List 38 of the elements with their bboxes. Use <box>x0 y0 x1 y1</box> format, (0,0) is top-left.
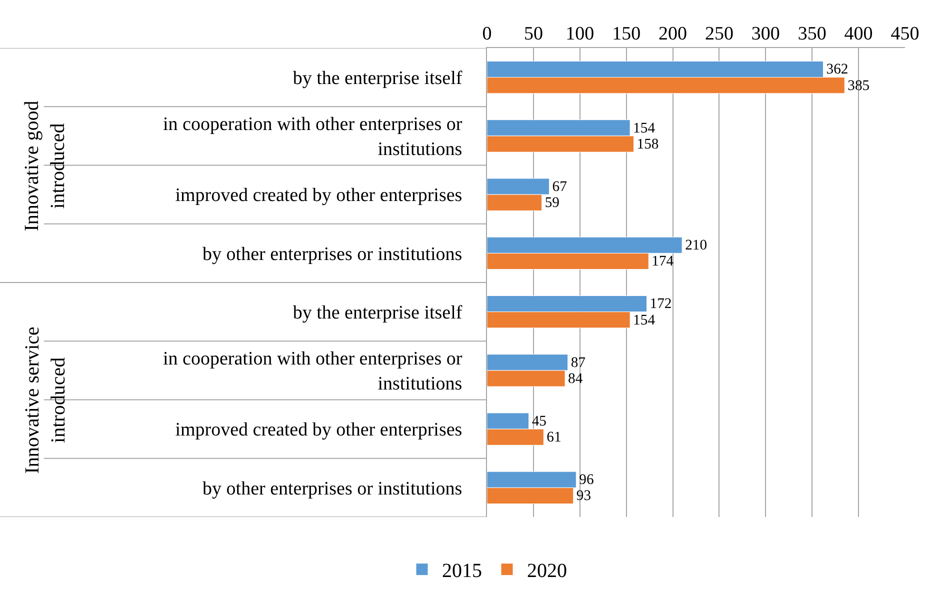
x-tick-label: 150 <box>612 23 641 44</box>
x-tick-label: 50 <box>524 23 543 44</box>
x-tick-label: 200 <box>658 23 688 44</box>
x-tick-label: 450 <box>890 23 920 44</box>
y-tick-label: by other enterprises or institutions <box>202 244 462 265</box>
x-tick-label: 0 <box>482 23 492 44</box>
x-tick-label: 350 <box>798 23 826 44</box>
y-tick-label: improved created by other enterprises <box>175 420 462 441</box>
y-tick-label: in cooperation with other enterprises or institutions <box>163 114 463 160</box>
legend-label: 2020 <box>527 560 567 582</box>
data-label: 154 <box>633 312 656 328</box>
data-label: 59 <box>544 195 560 212</box>
data-label: 84 <box>568 370 584 387</box>
data-label: 61 <box>546 430 562 446</box>
data-label: 67 <box>552 178 567 195</box>
data-label: 362 <box>826 62 848 78</box>
data-label: 93 <box>576 488 592 504</box>
y-tick-label: improved created by other enterprises <box>175 185 462 206</box>
y-tick-label: by other enterprises or institutions <box>202 478 462 500</box>
y-tick-label: by the enterprise itself <box>292 302 463 324</box>
data-label: 87 <box>570 354 586 371</box>
x-tick-label: 100 <box>566 23 594 44</box>
data-label: 45 <box>532 413 546 430</box>
data-label: 158 <box>636 136 659 152</box>
y-tick-label: in cooperation with other enterprises or institutions <box>163 348 463 394</box>
data-label: 96 <box>579 472 594 488</box>
text: Innovative good introduced <box>20 100 69 232</box>
x-tick-label: 400 <box>844 23 873 44</box>
data-label: 172 <box>650 296 672 312</box>
legend-label: 2015 <box>442 560 482 582</box>
x-tick-label: 250 <box>704 23 734 44</box>
data-label: 385 <box>848 78 870 94</box>
y-tick-label: by the enterprise itself <box>292 68 463 89</box>
text: Innovative service introduced <box>21 326 70 474</box>
data-label: 210 <box>685 238 708 254</box>
data-label: 174 <box>652 254 674 270</box>
data-label: 154 <box>633 120 656 136</box>
x-tick-label: 300 <box>751 23 780 44</box>
